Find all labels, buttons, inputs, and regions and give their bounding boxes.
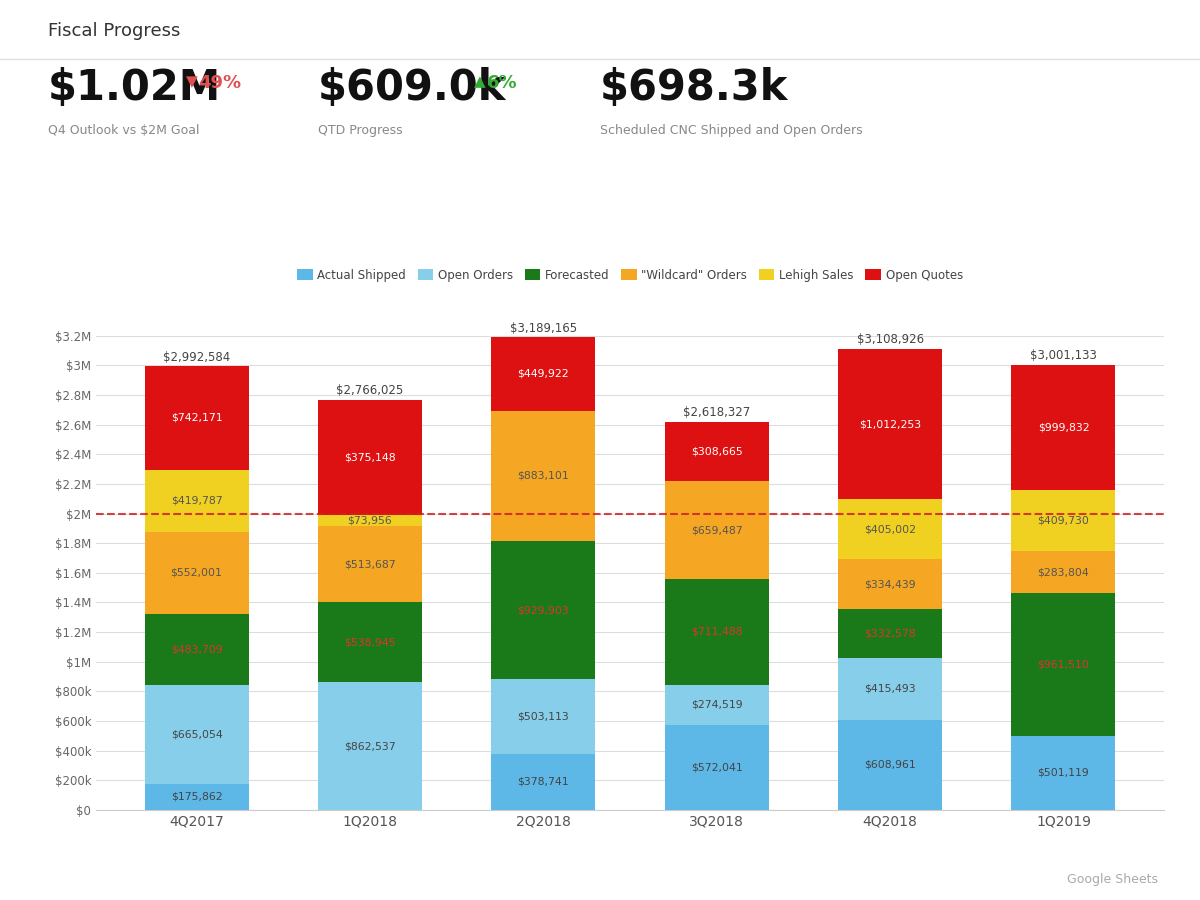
Text: $929,903: $929,903 <box>517 606 569 616</box>
Bar <box>1012 593 1116 735</box>
Bar <box>665 482 769 579</box>
Text: $665,054: $665,054 <box>170 730 222 740</box>
Bar <box>144 532 248 614</box>
Text: $2,766,025: $2,766,025 <box>336 384 403 397</box>
Bar <box>665 725 769 810</box>
Text: $175,862: $175,862 <box>170 792 222 802</box>
Text: $608,961: $608,961 <box>864 760 916 770</box>
Text: $503,113: $503,113 <box>517 712 569 722</box>
Bar <box>144 614 248 685</box>
Text: $378,741: $378,741 <box>517 777 569 787</box>
Bar <box>838 658 942 720</box>
Bar <box>144 685 248 784</box>
Text: $73,956: $73,956 <box>348 516 392 526</box>
Text: $2,992,584: $2,992,584 <box>163 351 230 364</box>
Text: $552,001: $552,001 <box>170 568 222 578</box>
Text: $483,709: $483,709 <box>170 644 222 654</box>
Bar <box>144 470 248 532</box>
Text: $334,439: $334,439 <box>864 579 916 590</box>
Text: $742,171: $742,171 <box>170 413 222 423</box>
Text: $405,002: $405,002 <box>864 524 916 535</box>
Bar <box>144 784 248 810</box>
Text: ▼: ▼ <box>186 74 198 89</box>
Text: 6%: 6% <box>487 74 518 92</box>
Text: $999,832: $999,832 <box>1038 423 1090 433</box>
Text: $409,730: $409,730 <box>1038 516 1090 526</box>
Bar <box>491 410 595 542</box>
Text: $449,922: $449,922 <box>517 369 569 379</box>
Text: $538,945: $538,945 <box>344 637 396 647</box>
Text: $283,804: $283,804 <box>1038 567 1090 577</box>
Bar <box>838 559 942 608</box>
Bar <box>491 542 595 680</box>
Text: $698.3k: $698.3k <box>600 68 788 110</box>
Text: $1,012,253: $1,012,253 <box>859 419 922 429</box>
Bar <box>1012 491 1116 551</box>
Text: Q4 Outlook vs $2M Goal: Q4 Outlook vs $2M Goal <box>48 124 199 137</box>
Bar <box>838 500 942 559</box>
Text: $572,041: $572,041 <box>691 762 743 772</box>
Text: $274,519: $274,519 <box>691 700 743 710</box>
Text: 49%: 49% <box>198 74 241 92</box>
Bar <box>838 720 942 810</box>
Text: QTD Progress: QTD Progress <box>318 124 403 137</box>
Bar <box>318 602 422 682</box>
Text: $513,687: $513,687 <box>344 559 396 569</box>
Text: $375,148: $375,148 <box>344 453 396 463</box>
Text: Fiscal Progress: Fiscal Progress <box>48 22 180 40</box>
Text: Google Sheets: Google Sheets <box>1067 874 1158 886</box>
Text: $862,537: $862,537 <box>344 741 396 751</box>
Text: $501,119: $501,119 <box>1038 768 1090 778</box>
Bar <box>318 400 422 515</box>
Text: $2,618,327: $2,618,327 <box>683 406 750 419</box>
Text: $1.02M: $1.02M <box>48 68 221 110</box>
Text: Scheduled CNC Shipped and Open Orders: Scheduled CNC Shipped and Open Orders <box>600 124 863 137</box>
Bar <box>318 515 422 526</box>
Bar <box>1012 365 1116 491</box>
Text: $419,787: $419,787 <box>170 496 222 506</box>
Text: $883,101: $883,101 <box>517 471 569 481</box>
Bar <box>665 422 769 482</box>
Legend: Actual Shipped, Open Orders, Forecasted, "Wildcard" Orders, Lehigh Sales, Open Q: Actual Shipped, Open Orders, Forecasted,… <box>293 264 967 286</box>
Bar <box>491 338 595 410</box>
Text: $711,488: $711,488 <box>691 626 743 637</box>
Bar <box>491 754 595 810</box>
Bar <box>1012 735 1116 810</box>
Bar <box>318 682 422 810</box>
Text: $3,108,926: $3,108,926 <box>857 334 924 346</box>
Bar <box>318 526 422 602</box>
Text: $332,578: $332,578 <box>864 628 916 638</box>
Text: $3,001,133: $3,001,133 <box>1030 349 1097 363</box>
Bar <box>1012 551 1116 593</box>
Bar <box>665 579 769 685</box>
Bar <box>665 685 769 725</box>
Text: $659,487: $659,487 <box>691 526 743 536</box>
Bar <box>838 349 942 500</box>
Text: $415,493: $415,493 <box>864 684 916 694</box>
Bar <box>838 608 942 658</box>
Text: ▲: ▲ <box>474 74 486 89</box>
Bar <box>491 680 595 754</box>
Text: $961,510: $961,510 <box>1038 660 1090 670</box>
Text: $609.0k: $609.0k <box>318 68 506 110</box>
Bar <box>144 366 248 470</box>
Text: $308,665: $308,665 <box>691 446 743 456</box>
Text: $3,189,165: $3,189,165 <box>510 321 577 335</box>
